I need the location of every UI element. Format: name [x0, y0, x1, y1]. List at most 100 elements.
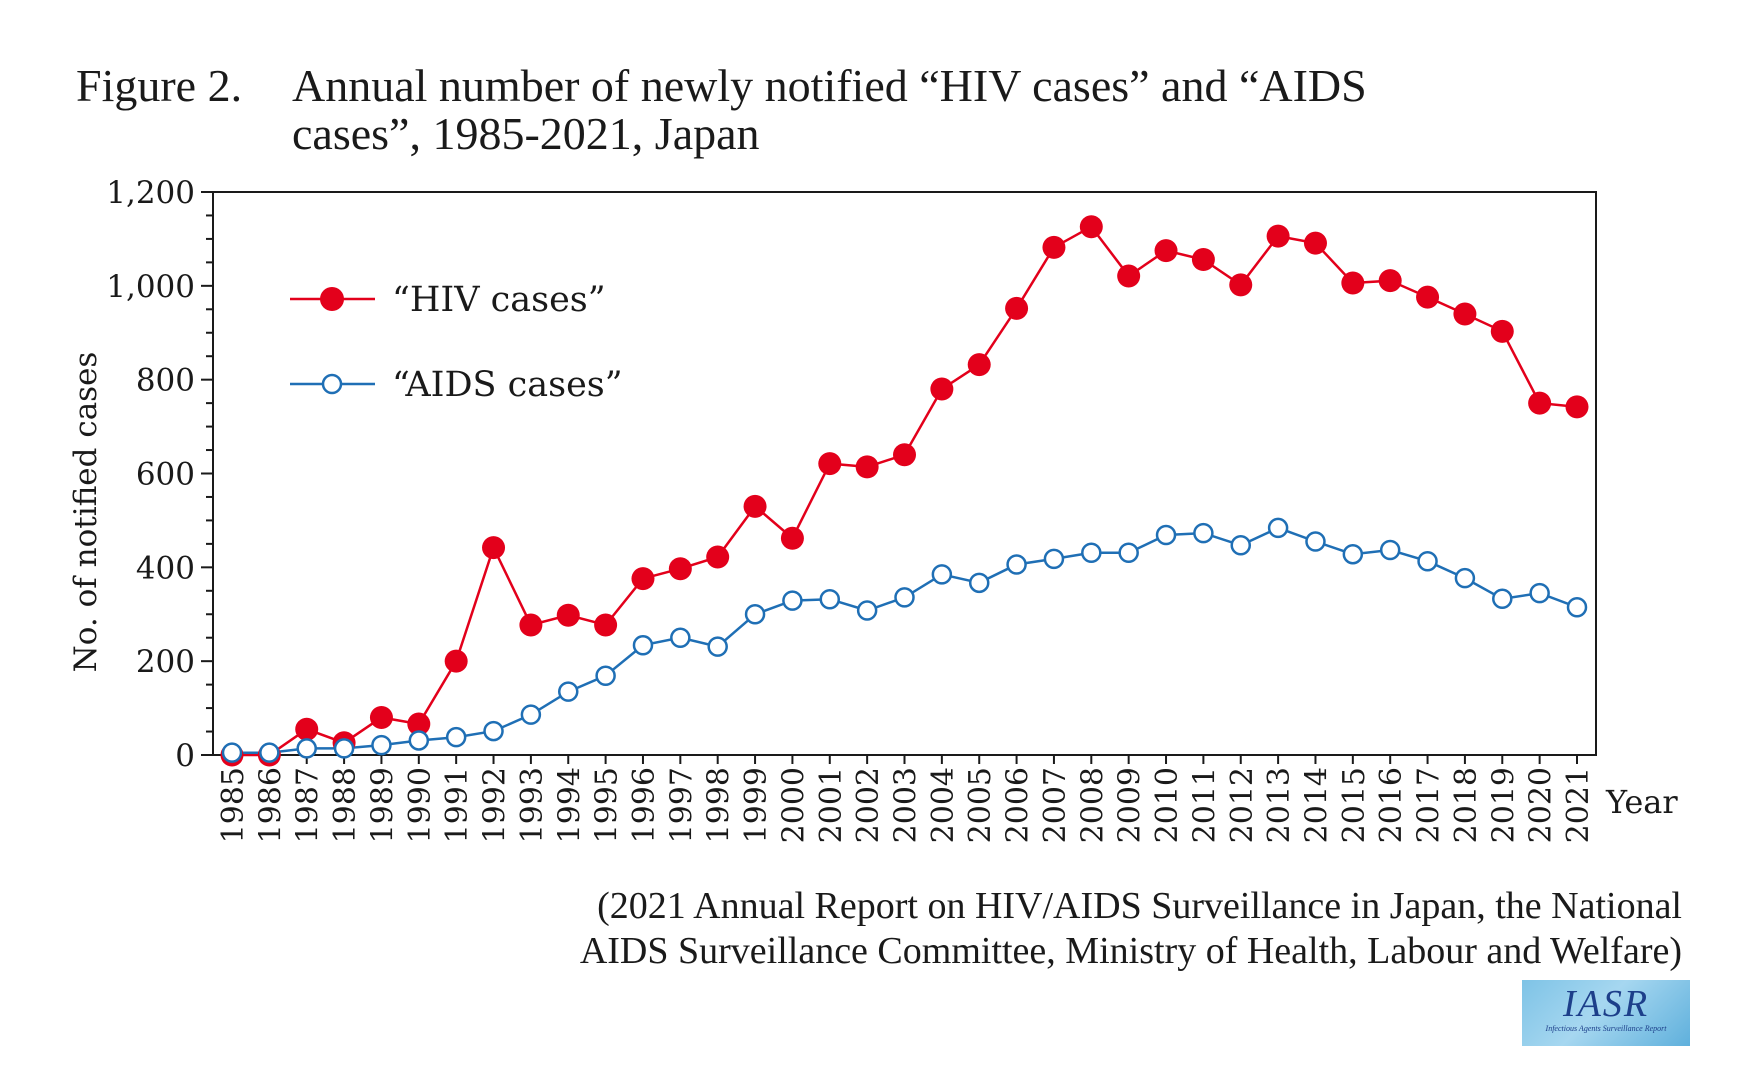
x-tick-label: 2000 — [776, 767, 811, 843]
hiv-point — [519, 613, 543, 637]
x-tick-label: 1994 — [552, 767, 587, 843]
x-tick-label: 1987 — [291, 767, 326, 843]
aids-series-line — [232, 526, 1578, 754]
aids-point — [1118, 542, 1139, 564]
hiv-point — [631, 567, 655, 591]
hiv-point — [1266, 224, 1290, 248]
hiv-point — [1005, 296, 1029, 320]
aids-point — [408, 730, 430, 751]
hiv-point — [930, 377, 954, 401]
aids-point — [819, 588, 841, 610]
hiv-point — [668, 557, 692, 581]
aids-point — [968, 572, 990, 594]
hiv-point — [1117, 264, 1141, 288]
x-tick-label: 1996 — [627, 767, 662, 843]
x-tick-label: 1997 — [664, 767, 699, 843]
hiv-point — [855, 455, 879, 479]
aids-point — [1155, 524, 1177, 546]
y-axis-label: No. of notified cases — [68, 352, 104, 673]
logo-text: IASR — [1562, 983, 1650, 1025]
hiv-point — [706, 545, 730, 569]
x-tick-label: 2007 — [1038, 767, 1073, 843]
x-tick-label: 2015 — [1337, 767, 1372, 843]
x-tick-label: 1991 — [440, 767, 475, 843]
x-tick-label: 2018 — [1449, 767, 1484, 843]
y-tick-label: 400 — [136, 550, 195, 586]
aids-point — [1566, 596, 1588, 618]
hiv-point — [1154, 239, 1178, 263]
hiv-point — [407, 712, 431, 736]
hiv-point — [1191, 248, 1215, 272]
aids-point — [1529, 582, 1550, 604]
x-tick-label: 1985 — [216, 767, 251, 843]
aids-point — [371, 734, 392, 756]
source-note: (2021 Annual Report on HIV/AIDS Surveill… — [580, 884, 1682, 974]
hiv-point — [1453, 302, 1477, 326]
hiv-point — [1378, 269, 1402, 293]
x-tick-label: 2010 — [1150, 767, 1185, 843]
x-tick-label: 1993 — [515, 767, 550, 843]
x-axis-label: Year — [1605, 783, 1678, 821]
aids-point — [1230, 535, 1251, 556]
y-tick-label: 1,000 — [106, 269, 195, 305]
hiv-point — [1303, 231, 1327, 255]
x-tick-label: 1988 — [328, 767, 363, 843]
x-tick-label: 1995 — [590, 767, 625, 843]
legend-aids-label: “AIDS cases” — [392, 365, 623, 405]
source-line1: (2021 Annual Report on HIV/AIDS Surveill… — [597, 885, 1682, 927]
x-tick-label: 2002 — [851, 767, 886, 843]
aids-point — [1454, 567, 1476, 589]
x-tick-label: 2003 — [889, 767, 924, 843]
figure-title: Figure 2. Annual number of newly notified… — [76, 62, 1576, 158]
aids-point — [707, 636, 728, 657]
figure-number: Figure 2. — [76, 60, 243, 111]
hiv-point — [594, 613, 618, 637]
hiv-point — [893, 443, 916, 467]
legend-hiv-marker — [320, 287, 344, 311]
aids-point — [333, 738, 355, 759]
aids-point — [1342, 543, 1364, 565]
x-tick-label: 2014 — [1299, 767, 1334, 843]
hiv-point — [369, 705, 393, 729]
x-tick-label: 1999 — [739, 767, 774, 843]
aids-point — [558, 681, 579, 702]
x-tick-label: 2013 — [1262, 767, 1297, 843]
x-tick-label: 2011 — [1187, 767, 1222, 843]
aids-point — [296, 738, 317, 759]
hiv-point — [1416, 285, 1440, 309]
x-tick-label: 2021 — [1561, 767, 1596, 843]
iasr-logo: IASR Infectious Agents Surveillance Repo… — [1522, 980, 1690, 1046]
aids-point — [1305, 531, 1326, 552]
x-tick-label: 2005 — [963, 767, 998, 843]
x-tick-label: 2004 — [926, 767, 961, 843]
aids-point — [520, 704, 542, 725]
hiv-point — [1229, 273, 1253, 297]
figure-title-line2: cases”, 1985-2021, Japan — [292, 108, 760, 159]
aids-point — [1267, 517, 1289, 539]
chart-axes — [201, 191, 1597, 764]
y-tick-label: 1,200 — [106, 175, 195, 211]
aids-point — [782, 590, 803, 611]
x-tick-label: 1989 — [365, 767, 400, 843]
x-tick-label: 2006 — [1001, 767, 1036, 843]
hiv-point — [1042, 235, 1066, 259]
x-tick-labels: 1985 1986 1987 1988 1989 1990 1991 1992 1993 1994… — [216, 767, 1596, 843]
aids-point — [1006, 554, 1027, 575]
x-tick-label: 2019 — [1486, 767, 1521, 843]
y-tick-labels: 0 200 400 600 800 1,000 1,200 — [106, 175, 195, 774]
aids-point — [1081, 542, 1102, 564]
aids-point — [1417, 550, 1438, 572]
aids-point — [483, 720, 504, 742]
hiv-point — [967, 353, 991, 377]
hiv-point — [1565, 395, 1589, 419]
aids-point — [259, 742, 280, 763]
hiv-point — [780, 526, 804, 550]
aids-point — [670, 627, 691, 648]
hiv-point — [818, 452, 842, 476]
x-tick-label: 2009 — [1113, 767, 1148, 843]
aids-point — [1492, 588, 1513, 610]
aids-point — [221, 742, 243, 763]
legend-hiv-label: “HIV cases” — [392, 280, 606, 320]
hiv-point — [295, 717, 319, 741]
x-tick-label: 2016 — [1374, 767, 1409, 843]
